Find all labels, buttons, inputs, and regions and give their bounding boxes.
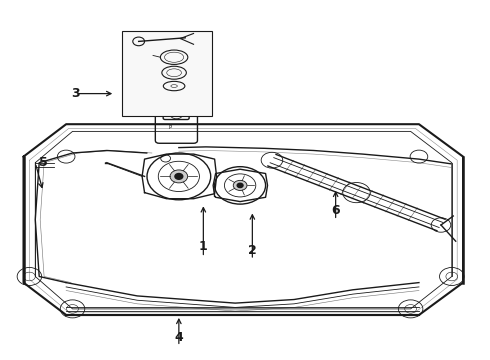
Bar	[122, 31, 212, 116]
Text: 4: 4	[174, 331, 183, 344]
Text: 6: 6	[331, 204, 340, 217]
Circle shape	[233, 180, 247, 190]
Circle shape	[237, 183, 243, 188]
Circle shape	[170, 170, 188, 183]
Circle shape	[175, 174, 183, 179]
Text: 3: 3	[72, 87, 80, 100]
Text: 2: 2	[248, 244, 257, 257]
Text: 5: 5	[39, 156, 48, 169]
Text: 1: 1	[199, 240, 208, 253]
Text: P: P	[169, 125, 172, 130]
